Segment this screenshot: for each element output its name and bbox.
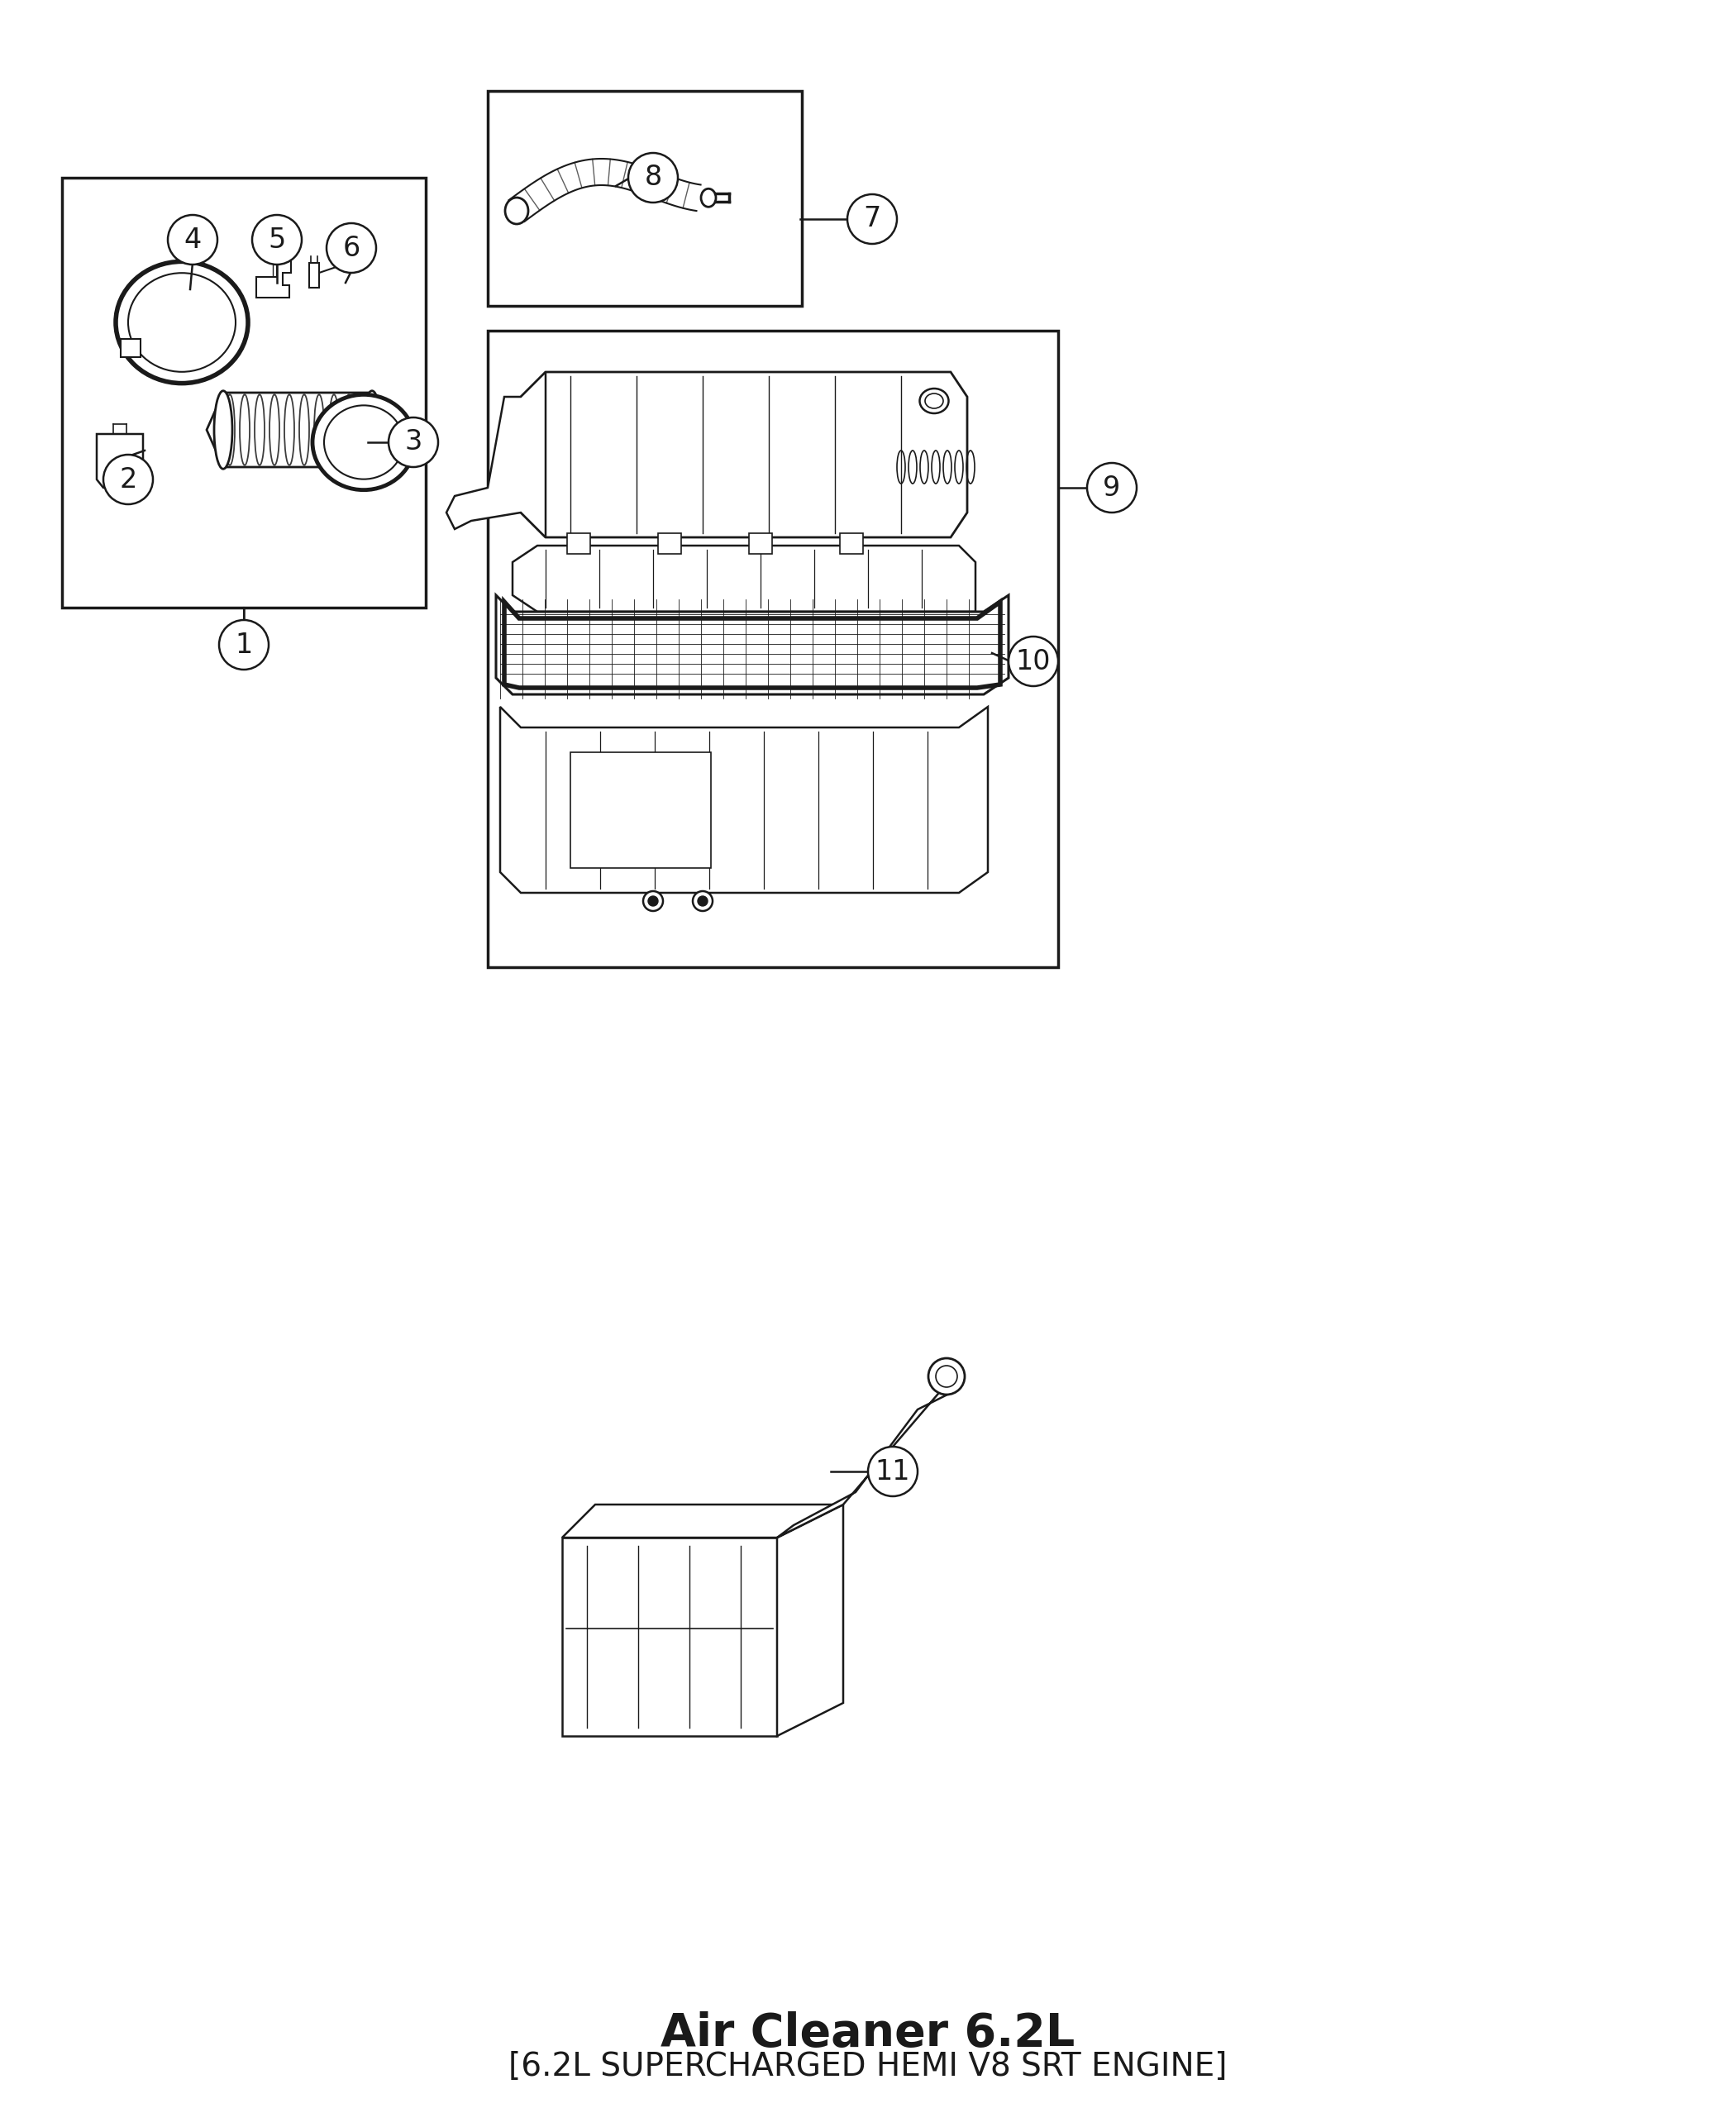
Circle shape — [868, 1446, 918, 1497]
Text: Air Cleaner 6.2L: Air Cleaner 6.2L — [661, 2011, 1075, 2055]
Polygon shape — [562, 1537, 778, 1737]
Circle shape — [389, 417, 437, 468]
Polygon shape — [446, 371, 545, 538]
Polygon shape — [521, 371, 967, 538]
Polygon shape — [122, 339, 141, 356]
Ellipse shape — [214, 390, 233, 468]
Circle shape — [1009, 637, 1059, 685]
Polygon shape — [840, 533, 863, 554]
Ellipse shape — [920, 388, 948, 413]
Bar — [488, 331, 1059, 968]
Polygon shape — [571, 753, 712, 868]
Text: [6.2L SUPERCHARGED HEMI V8 SRT ENGINE]: [6.2L SUPERCHARGED HEMI V8 SRT ENGINE] — [509, 2051, 1227, 2083]
Polygon shape — [500, 706, 988, 894]
Bar — [62, 177, 425, 607]
Polygon shape — [568, 533, 590, 554]
Text: 3: 3 — [404, 428, 422, 455]
Polygon shape — [207, 392, 392, 468]
Circle shape — [326, 223, 377, 272]
Text: 1: 1 — [234, 630, 253, 658]
Ellipse shape — [505, 198, 528, 223]
Polygon shape — [309, 264, 319, 287]
Text: 11: 11 — [875, 1459, 910, 1486]
Circle shape — [104, 455, 153, 504]
Text: 5: 5 — [267, 226, 286, 253]
Text: 2: 2 — [120, 466, 137, 493]
Ellipse shape — [701, 190, 715, 207]
Ellipse shape — [363, 390, 382, 468]
Circle shape — [642, 892, 663, 911]
Circle shape — [219, 620, 269, 670]
Circle shape — [698, 896, 708, 906]
Circle shape — [847, 194, 898, 245]
Text: 8: 8 — [644, 164, 661, 192]
Circle shape — [168, 215, 217, 264]
Polygon shape — [658, 533, 681, 554]
Circle shape — [648, 896, 658, 906]
Circle shape — [929, 1358, 965, 1395]
Ellipse shape — [312, 394, 415, 489]
Bar — [488, 91, 802, 306]
Polygon shape — [512, 546, 976, 611]
Text: 6: 6 — [342, 234, 359, 261]
Polygon shape — [97, 434, 142, 487]
Polygon shape — [496, 594, 1009, 694]
Polygon shape — [778, 1505, 844, 1737]
Polygon shape — [778, 1372, 958, 1537]
Circle shape — [693, 892, 712, 911]
Circle shape — [628, 154, 677, 202]
Polygon shape — [257, 261, 292, 297]
Text: 4: 4 — [184, 226, 201, 253]
Polygon shape — [562, 1505, 844, 1537]
Circle shape — [252, 215, 302, 264]
Text: 7: 7 — [863, 204, 880, 232]
Text: 10: 10 — [1016, 647, 1050, 675]
Circle shape — [1087, 464, 1137, 512]
Polygon shape — [748, 533, 773, 554]
Text: 9: 9 — [1102, 474, 1121, 502]
